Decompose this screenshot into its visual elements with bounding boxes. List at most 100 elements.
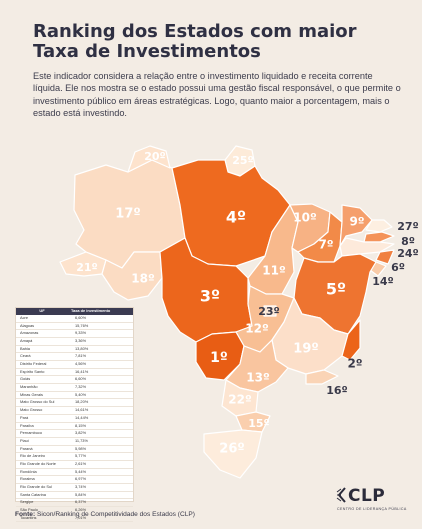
table-row: São Paulo 6,26% — [16, 507, 133, 515]
row-rate: 16,41% — [75, 368, 89, 374]
table-row: Bahia 13,80% — [16, 346, 133, 354]
rank-label-mt: 3º — [200, 287, 220, 306]
state-df — [263, 305, 277, 317]
row-state: Pará — [20, 414, 29, 420]
table-row: Alagoas 15,76% — [16, 323, 133, 331]
row-rate: 6,26% — [75, 507, 87, 513]
row-state: São Paulo — [20, 507, 38, 513]
row-state: Goiás — [20, 376, 31, 382]
table-row: Paraná 5,98% — [16, 446, 133, 454]
row-rate: 3,36% — [75, 337, 87, 343]
row-state: Rio Grande do Sul — [20, 484, 53, 490]
row-rate: 3,74% — [75, 484, 87, 490]
state-pb — [363, 231, 395, 243]
row-rate: 13,80% — [75, 345, 89, 351]
header-uf: UF — [39, 308, 45, 313]
table-row: Amazonas 9,33% — [16, 330, 133, 338]
table-row: Roraima 6,97% — [16, 476, 133, 485]
row-state: Alagoas — [20, 322, 35, 328]
table-row: Santa Catarina 5,84% — [16, 492, 133, 500]
rank-label-se: 14º — [372, 275, 394, 288]
state-sc — [235, 411, 271, 433]
row-state: Rio de Janeiro — [20, 453, 46, 459]
row-state: Mato Grosso do Sul — [20, 399, 55, 405]
rank-label-sp: 13º — [246, 371, 270, 385]
row-rate: 7,01% — [75, 514, 87, 520]
table-row: Amapá 3,36% — [16, 338, 133, 346]
header-rate: Taxa de investimento — [71, 308, 111, 313]
row-rate: 4,56% — [75, 361, 87, 367]
state-to — [247, 204, 299, 295]
source-label: Fonte: — [15, 511, 36, 518]
state-rr — [127, 145, 171, 173]
table-row: Maranhão 7,32% — [16, 384, 133, 392]
row-rate: 5,84% — [75, 491, 87, 497]
rank-label-ac: 21º — [76, 261, 98, 274]
row-rate: 5,44% — [75, 468, 87, 474]
clp-logo-mark-icon — [336, 487, 346, 503]
row-rate: 5,40% — [75, 391, 87, 397]
table-row: Rio de Janeiro 5,77% — [16, 453, 133, 461]
table-row: Espírito Santo 16,41% — [16, 369, 133, 377]
row-state: Piauí — [20, 437, 29, 443]
row-state: Rondônia — [20, 468, 37, 474]
table-row: Piauí 11,73% — [16, 438, 133, 446]
table-header: UF Taxa de investimento — [16, 308, 133, 315]
row-rate: 11,73% — [75, 437, 88, 443]
row-rate: 6,97% — [75, 476, 87, 482]
description: Este indicador considera a relação entre… — [33, 71, 401, 119]
rank-label-rn: 27º — [397, 220, 419, 233]
row-state: Tocantins — [20, 514, 37, 520]
rank-label-rs: 26º — [219, 442, 244, 457]
row-state: Paraíba — [20, 422, 34, 428]
row-rate: 15,76% — [75, 322, 89, 328]
rank-label-go: 12º — [245, 322, 269, 336]
state-rn — [365, 219, 393, 233]
row-state: Rio Grande do Norte — [20, 460, 56, 466]
table-row: Mato Grosso 14,61% — [16, 407, 133, 415]
table-row: Rio Grande do Norte 2,61% — [16, 461, 133, 469]
row-state: Minas Gerais — [20, 391, 43, 397]
table-row: Paraíba 8,15% — [16, 423, 133, 431]
rank-label-pe: 24º — [397, 247, 419, 260]
rank-label-pi: 7º — [318, 238, 333, 252]
clp-logo: CLP CENTRO DE LIDERANÇA PÚBLICA — [334, 486, 414, 516]
rank-label-ba: 5º — [326, 280, 346, 299]
rank-label-mg: 19º — [293, 342, 318, 357]
row-state: Distrito Federal — [20, 361, 47, 367]
table-row: Rio Grande do Sul 3,74% — [16, 484, 133, 492]
rank-label-ms: 1º — [210, 350, 228, 366]
row-state: Amazonas — [20, 330, 39, 336]
table-row: Sergipe 6,37% — [16, 499, 133, 508]
ranking-table: UF Taxa de investimento Acre 6,60% Alagoas… — [15, 307, 134, 523]
state-es — [341, 319, 361, 361]
rank-label-es: 2º — [347, 357, 362, 371]
row-state: Roraima — [20, 476, 35, 482]
table-row: Pernambuco 3,82% — [16, 430, 133, 438]
table-body: Acre 6,60% Alagoas 15,76% Amazonas 9,33% Amapá… — [16, 315, 133, 523]
row-rate: 9,33% — [75, 330, 87, 336]
row-rate: 8,15% — [75, 422, 87, 428]
row-state: Ceará — [20, 353, 31, 359]
rank-label-ap: 25º — [232, 154, 254, 167]
state-rj — [305, 369, 339, 385]
source-text: Sicon/Ranking de Competitividade dos Est… — [37, 511, 195, 518]
row-rate: 5,77% — [75, 453, 87, 459]
row-rate: 3,82% — [75, 430, 87, 436]
row-state: Pernambuco — [20, 430, 43, 436]
state-ro — [101, 251, 163, 301]
rank-label-sc: 15º — [248, 417, 270, 430]
rank-label-pr: 22º — [228, 393, 252, 407]
row-rate: 14,44% — [75, 414, 89, 420]
table-row: Acre 6,60% — [16, 315, 133, 323]
rank-label-rr: 20º — [144, 150, 166, 163]
row-state: Acre — [20, 314, 28, 320]
logo-subtitle: CENTRO DE LIDERANÇA PÚBLICA — [337, 507, 407, 511]
row-rate: 18,20% — [75, 399, 89, 405]
table-row: Distrito Federal 4,56% — [16, 361, 133, 369]
title-line-2: Taxa de Investimentos — [33, 41, 261, 62]
rank-label-rj: 16º — [326, 384, 348, 397]
table-row: Mato Grosso do Sul 18,20% — [16, 399, 133, 408]
row-rate: 14,61% — [75, 407, 89, 413]
